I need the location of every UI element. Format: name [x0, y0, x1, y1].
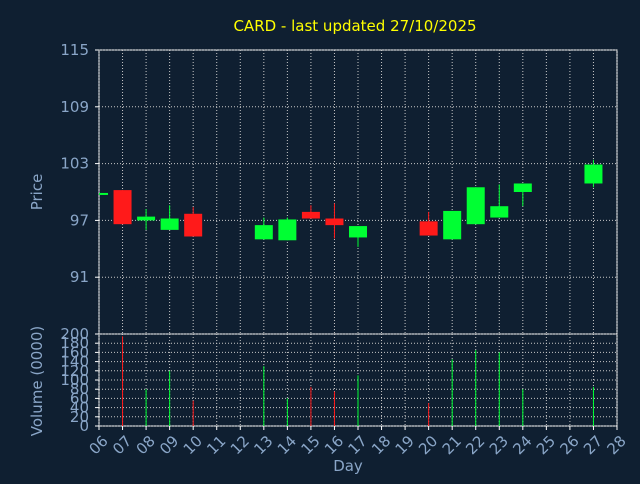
candle-body [113, 190, 132, 225]
candle [113, 190, 132, 225]
x-tick-label: 10 [180, 432, 206, 458]
volume-tick-label: 0 [79, 417, 89, 435]
x-tick-label: 07 [109, 432, 135, 458]
x-tick-label: 20 [415, 432, 441, 458]
volume-tick-label: 80 [70, 380, 89, 398]
candle [443, 210, 462, 240]
candle [513, 183, 532, 207]
x-tick-label: 12 [227, 432, 253, 458]
candle [254, 217, 273, 240]
volume-tick-label: 120 [60, 362, 89, 380]
volume-tick-label: 200 [60, 325, 89, 343]
x-tick-label: 25 [533, 432, 559, 458]
candle-body [278, 219, 297, 241]
candle-body [99, 192, 108, 195]
price-tick-label: 115 [60, 41, 89, 59]
candle-body [349, 226, 367, 238]
candle-body [443, 210, 462, 240]
x-tick-label: 22 [462, 432, 488, 458]
candle-body [301, 211, 320, 219]
price-tick-label: 97 [70, 211, 89, 229]
x-tick-label: 19 [392, 432, 418, 458]
candle [99, 192, 108, 195]
candle-body [419, 221, 438, 236]
volume-tick-label: 20 [70, 408, 89, 426]
candle [137, 209, 156, 230]
x-tick-label: 15 [297, 432, 323, 458]
x-tick-label: 14 [274, 432, 300, 458]
volume-tick-label: 160 [60, 343, 89, 361]
candle-body [137, 216, 156, 221]
volume-tick-label: 100 [60, 371, 89, 389]
candle-body [466, 187, 485, 225]
x-tick-label: 27 [580, 432, 606, 458]
volume-tick-label: 180 [60, 334, 89, 352]
volume-axis-label: Volume (0000) [28, 326, 46, 436]
candle [584, 159, 603, 188]
x-tick-label: 06 [86, 432, 112, 458]
candle [278, 217, 297, 241]
volume-tick-label: 140 [60, 353, 89, 371]
candle [490, 184, 509, 218]
volume-panel: 2001801601401201008060402000607080910111… [60, 325, 629, 458]
candle [349, 226, 367, 247]
candle [184, 207, 203, 237]
candle [160, 205, 179, 230]
candle [466, 187, 485, 225]
price-tick-label: 91 [70, 268, 89, 286]
x-tick-label: 16 [321, 432, 347, 458]
price-panel: 115 109 103 97 91 [60, 41, 618, 335]
candle-body [490, 206, 509, 218]
candle [325, 203, 344, 239]
x-tick-label: 09 [156, 432, 182, 458]
candle-body [160, 218, 179, 230]
x-tick-label: 08 [133, 432, 159, 458]
price-tick-label: 103 [60, 155, 89, 173]
volume-tick-label: 40 [70, 399, 89, 417]
candle-body [254, 225, 273, 240]
x-tick-label: 17 [345, 432, 371, 458]
x-tick-label: 26 [556, 432, 582, 458]
x-tick-label: 13 [250, 432, 276, 458]
volume-tick-label: 60 [70, 389, 89, 407]
x-tick-label: 11 [203, 432, 229, 458]
x-tick-label: 24 [509, 432, 535, 458]
chart-title: CARD - last updated 27/10/2025 [233, 17, 476, 35]
candle-body [184, 213, 203, 237]
candle [419, 211, 438, 236]
x-tick-label: 28 [604, 432, 630, 458]
candle [301, 205, 320, 219]
price-axis-label: Price [28, 174, 46, 211]
x-tick-label: 18 [368, 432, 394, 458]
candle-body [325, 218, 344, 226]
price-tick-label: 109 [60, 98, 89, 116]
x-tick-label: 23 [486, 432, 512, 458]
x-tick-label: 21 [439, 432, 465, 458]
candle-body [513, 183, 532, 192]
x-axis-label: Day [333, 457, 363, 475]
candle-body [584, 164, 603, 184]
